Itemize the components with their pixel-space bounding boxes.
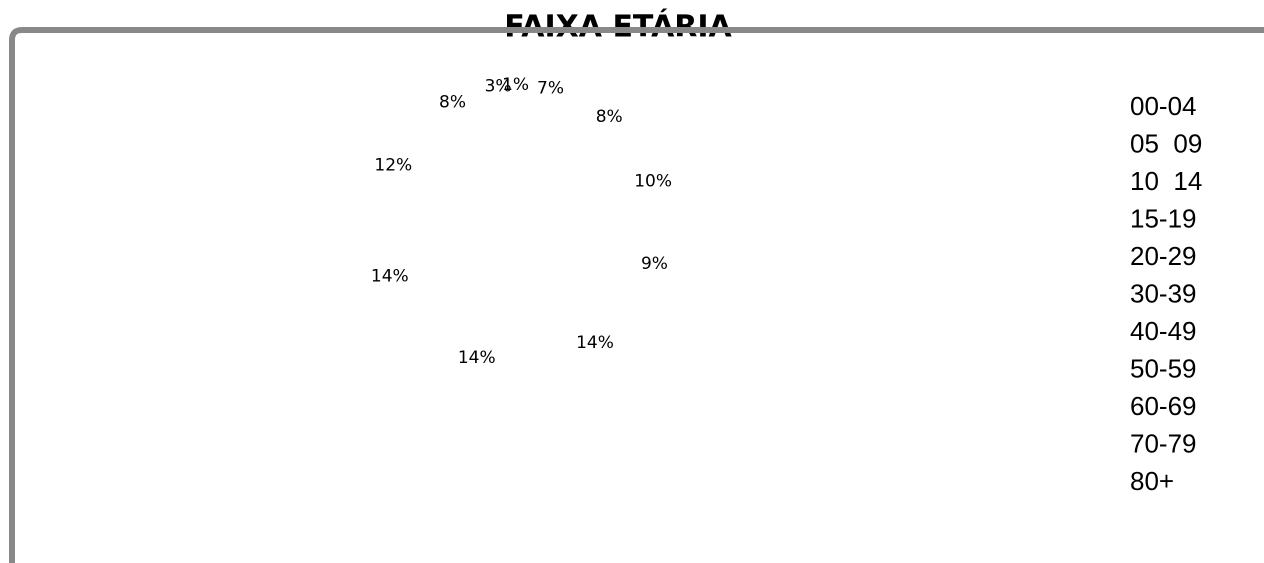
pie-slice bbox=[415, 148, 520, 225]
data-label: 8% bbox=[439, 92, 466, 112]
data-label: 14% bbox=[458, 348, 496, 368]
data-label: 1% bbox=[502, 75, 529, 95]
data-label: 3% bbox=[485, 77, 512, 97]
legend-entry: 10 14 bbox=[1130, 166, 1202, 196]
pie-slice bbox=[513, 120, 520, 225]
legend-entry: 05 09 bbox=[1130, 128, 1202, 158]
data-label: 12% bbox=[374, 155, 412, 175]
data-label: 14% bbox=[576, 333, 614, 353]
legend-entry: 80+ bbox=[1130, 466, 1174, 496]
data-label: 14% bbox=[371, 267, 409, 287]
pie-slice bbox=[494, 120, 520, 225]
legend-entry: 50-59 bbox=[1130, 353, 1197, 383]
pie-slice bbox=[448, 123, 520, 225]
pie-slice bbox=[520, 225, 609, 329]
pie-slice bbox=[448, 225, 533, 330]
data-label: 7% bbox=[537, 78, 564, 98]
legend-entry: 70-79 bbox=[1130, 428, 1197, 458]
data-label: 10% bbox=[634, 172, 672, 192]
pie-slice bbox=[520, 120, 565, 225]
pie-slice bbox=[415, 218, 520, 301]
pie-slice bbox=[520, 130, 605, 225]
legend-entry: 30-39 bbox=[1130, 278, 1197, 308]
pie-slice bbox=[520, 163, 625, 225]
legend-entry: 00-04 bbox=[1130, 91, 1197, 121]
legend-entry: 60-69 bbox=[1130, 391, 1197, 421]
legend-entry: 40-49 bbox=[1130, 316, 1197, 346]
frame bbox=[9, 27, 1264, 563]
data-label: 8% bbox=[596, 107, 623, 127]
chart-title: FAIXA ETÁRIA bbox=[504, 9, 732, 45]
legend-entry: 20-29 bbox=[1130, 241, 1197, 271]
legend-entry: 15-19 bbox=[1130, 203, 1197, 233]
data-label: 9% bbox=[641, 254, 668, 274]
pie-slice bbox=[520, 225, 625, 281]
